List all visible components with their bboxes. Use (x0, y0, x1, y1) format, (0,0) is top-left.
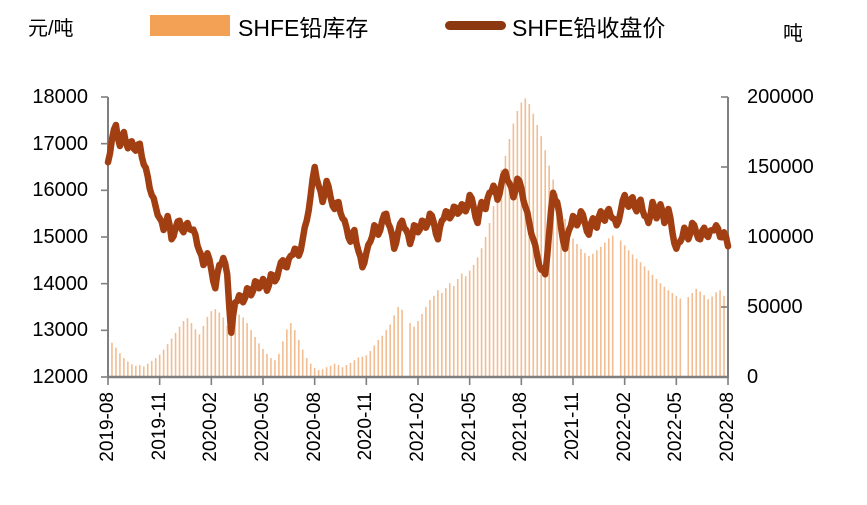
x-tick-label: 2022-05 (665, 392, 687, 462)
y-left-tick-label: 18000 (32, 86, 88, 108)
x-tick-label: 2022-08 (717, 392, 738, 462)
price-line (104, 121, 732, 336)
y-left-tick-label: 15000 (32, 226, 88, 248)
legend-inventory-swatch (150, 15, 230, 36)
legend-inventory-label: SHFE铅库存 (238, 15, 369, 41)
x-tick-label: 2022-02 (613, 392, 635, 462)
x-tick-label: 2021-05 (458, 392, 480, 462)
y-right-tick-label: 200000 (747, 86, 814, 108)
x-tick-label: 2021-08 (510, 392, 532, 462)
y-left-tick-label: 13000 (32, 319, 88, 342)
inventory-bars (107, 98, 729, 378)
legend-price-label: SHFE铅收盘价 (512, 15, 666, 41)
y-right-tick-label: 100000 (747, 226, 814, 248)
x-tick-label: 2021-02 (407, 392, 428, 462)
y-left-tick-label: 17000 (32, 132, 88, 155)
y-left-tick-label: 16000 (32, 179, 88, 202)
left-axis-unit: 元/吨 (28, 18, 74, 40)
right-axis-unit: 吨 (783, 23, 803, 45)
y-left-tick-label: 12000 (32, 366, 88, 388)
y-right-tick-label: 150000 (747, 156, 814, 178)
x-tick-label: 2020-02 (200, 392, 222, 462)
y-right-tick-label: 0 (747, 366, 759, 388)
x-tick-label: 2019-11 (148, 392, 170, 461)
y-right-tick-label: 50000 (747, 296, 803, 318)
y-left-tick-label: 14000 (32, 272, 88, 295)
x-tick-label: 2020-08 (303, 392, 325, 462)
x-tick-label: 2020-11 (355, 392, 377, 461)
legend-price-swatch (445, 21, 506, 30)
x-tick-label: 2019-08 (97, 392, 118, 462)
x-tick-label: 2021-11 (562, 392, 583, 461)
x-tick-label: 2020-05 (252, 392, 273, 462)
